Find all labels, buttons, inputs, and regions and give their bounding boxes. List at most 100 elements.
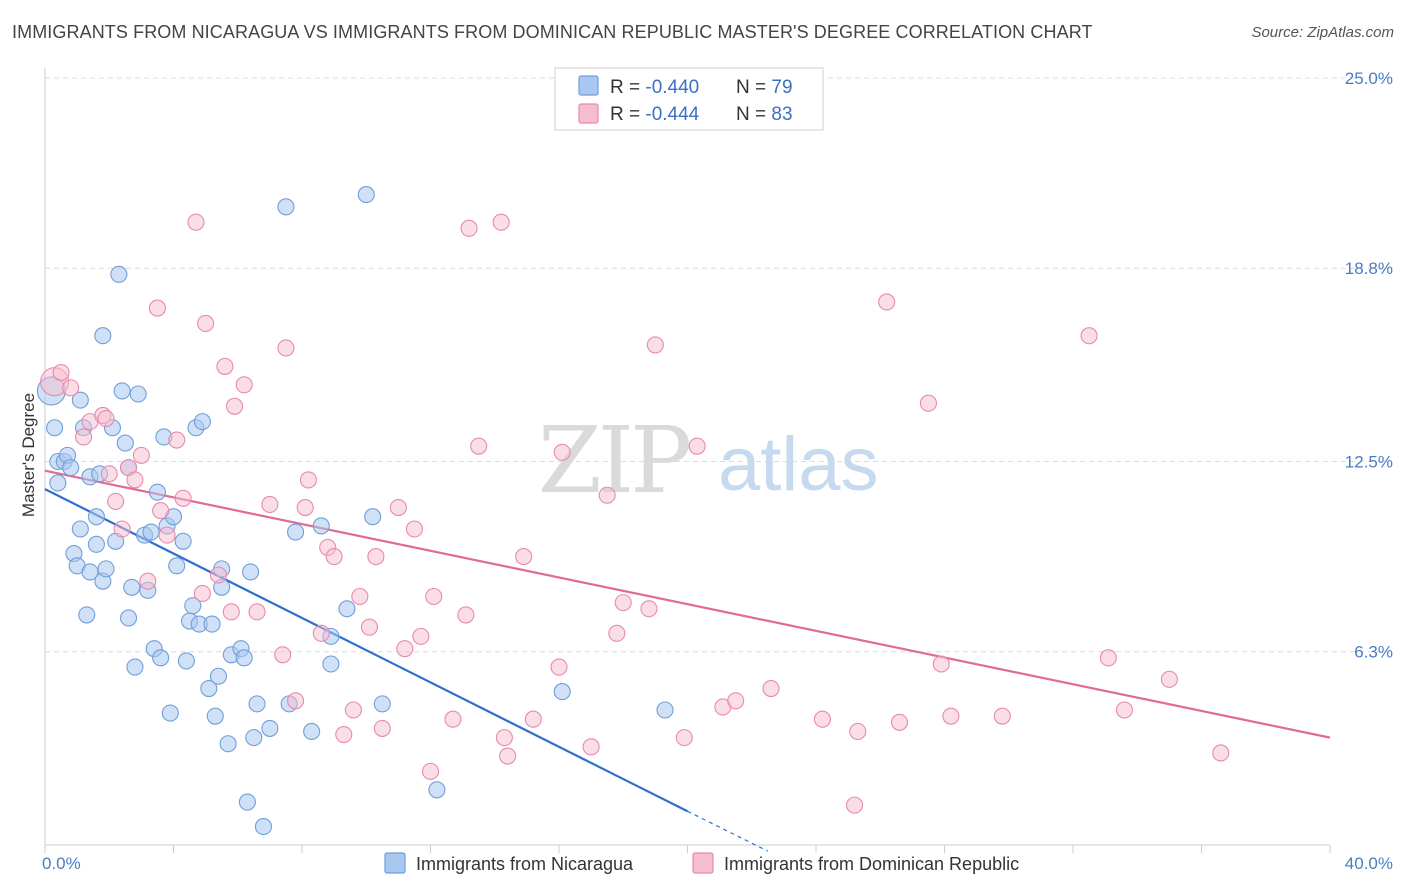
data-point-nicaragua: [248, 695, 266, 713]
data-point-dominican: [550, 658, 568, 676]
data-point-dominican: [425, 587, 443, 606]
svg-text:R = -0.444: R = -0.444: [610, 104, 700, 125]
trend-line-extension: [687, 810, 769, 852]
data-point-dominican: [813, 710, 831, 728]
data-point-dominican: [97, 409, 115, 428]
data-point-dominican: [168, 431, 186, 449]
data-point-nicaragua: [428, 781, 446, 799]
data-point-dominican: [367, 548, 385, 566]
data-point-nicaragua: [193, 413, 211, 431]
data-point-dominican: [174, 489, 192, 507]
data-point-nicaragua: [161, 704, 179, 722]
data-point-dominican: [193, 584, 211, 602]
watermark: ZIP atlas: [538, 407, 879, 514]
y-tick-label: 18.8%: [1345, 259, 1393, 278]
data-point-dominican: [299, 471, 317, 489]
tick-labels: 6.3% 12.5% 18.8% 25.0% 0.0% 40.0%: [42, 69, 1393, 873]
data-point-dominican: [727, 692, 745, 710]
data-point-dominican: [412, 627, 430, 645]
data-point-dominican: [139, 572, 157, 590]
svg-text:N = 83: N = 83: [736, 104, 793, 125]
data-point-dominican: [148, 299, 166, 317]
chart-title: IMMIGRANTS FROM NICARAGUA VS IMMIGRANTS …: [12, 22, 1093, 42]
data-point-dominican: [1115, 701, 1133, 719]
data-point-nicaragua: [71, 520, 89, 538]
data-point-nicaragua: [203, 615, 221, 633]
data-point-dominican: [1212, 744, 1230, 762]
data-point-nicaragua: [357, 186, 375, 204]
legend-r-value: -0.440: [645, 77, 699, 98]
legend-n-value: 79: [771, 77, 792, 98]
data-point-nicaragua: [97, 560, 115, 578]
data-point-nicaragua: [87, 535, 105, 553]
bottom-legend-label-nicaragua: Immigrants from Nicaragua: [416, 854, 634, 874]
data-point-dominican: [325, 548, 343, 566]
data-point-dominican: [582, 738, 600, 756]
data-point-dominican: [277, 339, 295, 357]
legend-n-value: 83: [771, 104, 792, 125]
data-point-dominican: [225, 397, 244, 415]
data-point-dominican: [274, 646, 292, 664]
data-point-dominican: [351, 587, 369, 606]
grid-lines: [45, 77, 1390, 653]
data-point-nicaragua: [94, 327, 112, 345]
data-point-nicaragua: [119, 609, 138, 627]
data-point-dominican: [261, 495, 279, 514]
data-point-nicaragua: [129, 385, 147, 403]
data-point-nicaragua: [242, 563, 260, 581]
watermark-atlas: atlas: [718, 422, 879, 507]
data-point-nicaragua: [168, 557, 186, 575]
source-credit: Source: ZipAtlas.com: [1251, 24, 1394, 41]
data-point-dominican: [688, 437, 706, 455]
data-point-dominican: [62, 379, 80, 397]
legend-r-label: R =: [610, 104, 645, 125]
bottom-legend-swatch-dominican: [692, 852, 714, 874]
legend-swatch-dominican: [578, 103, 599, 124]
data-point-nicaragua: [287, 523, 305, 541]
data-point-nicaragua: [312, 517, 330, 535]
data-point-dominican: [470, 437, 488, 455]
data-point-dominican: [421, 762, 440, 780]
data-point-nicaragua: [123, 578, 141, 596]
axes: [44, 68, 1331, 853]
trend-line-solid: [44, 488, 688, 813]
data-point-nicaragua: [303, 722, 321, 741]
data-point-dominican: [107, 492, 125, 510]
data-point-dominican: [335, 726, 353, 744]
data-point-nicaragua: [235, 649, 253, 667]
data-point-dominican: [515, 548, 533, 566]
y-tick-label: 6.3%: [1354, 643, 1393, 662]
data-point-nicaragua: [277, 198, 295, 216]
data-point-nicaragua: [322, 655, 340, 673]
data-point-nicaragua: [78, 606, 96, 624]
data-point-dominican: [287, 692, 305, 710]
data-point-nicaragua: [206, 707, 224, 725]
legend-swatch-nicaragua: [578, 75, 599, 96]
y-axis-label: Master's Degree: [19, 393, 38, 517]
data-point-dominican: [890, 713, 909, 731]
data-point-dominican: [460, 219, 478, 237]
data-point-dominican: [113, 520, 131, 538]
data-point-dominican: [614, 594, 632, 612]
trend-line-dominican: [44, 469, 1331, 739]
data-point-dominican: [640, 600, 658, 618]
data-point-dominican: [932, 655, 950, 673]
data-point-dominican: [762, 679, 780, 698]
bottom-legend-label-dominican: Immigrants from Dominican Republic: [724, 854, 1019, 874]
data-point-dominican: [878, 293, 896, 311]
data-point-nicaragua: [656, 701, 674, 719]
data-point-dominican: [495, 729, 513, 747]
data-point-nicaragua: [110, 265, 128, 283]
data-point-dominican: [152, 502, 170, 520]
data-point-nicaragua: [200, 679, 218, 698]
data-point-nicaragua: [553, 683, 571, 701]
data-point-dominican: [919, 394, 937, 412]
trend-line-nicaragua: [44, 488, 769, 852]
data-point-dominican: [126, 471, 144, 489]
data-point-dominican: [1080, 327, 1098, 345]
data-point-dominican: [1160, 670, 1178, 688]
data-point-dominican: [187, 213, 205, 231]
x-tick-label: 40.0%: [1345, 854, 1393, 873]
data-point-dominican: [1099, 649, 1117, 667]
